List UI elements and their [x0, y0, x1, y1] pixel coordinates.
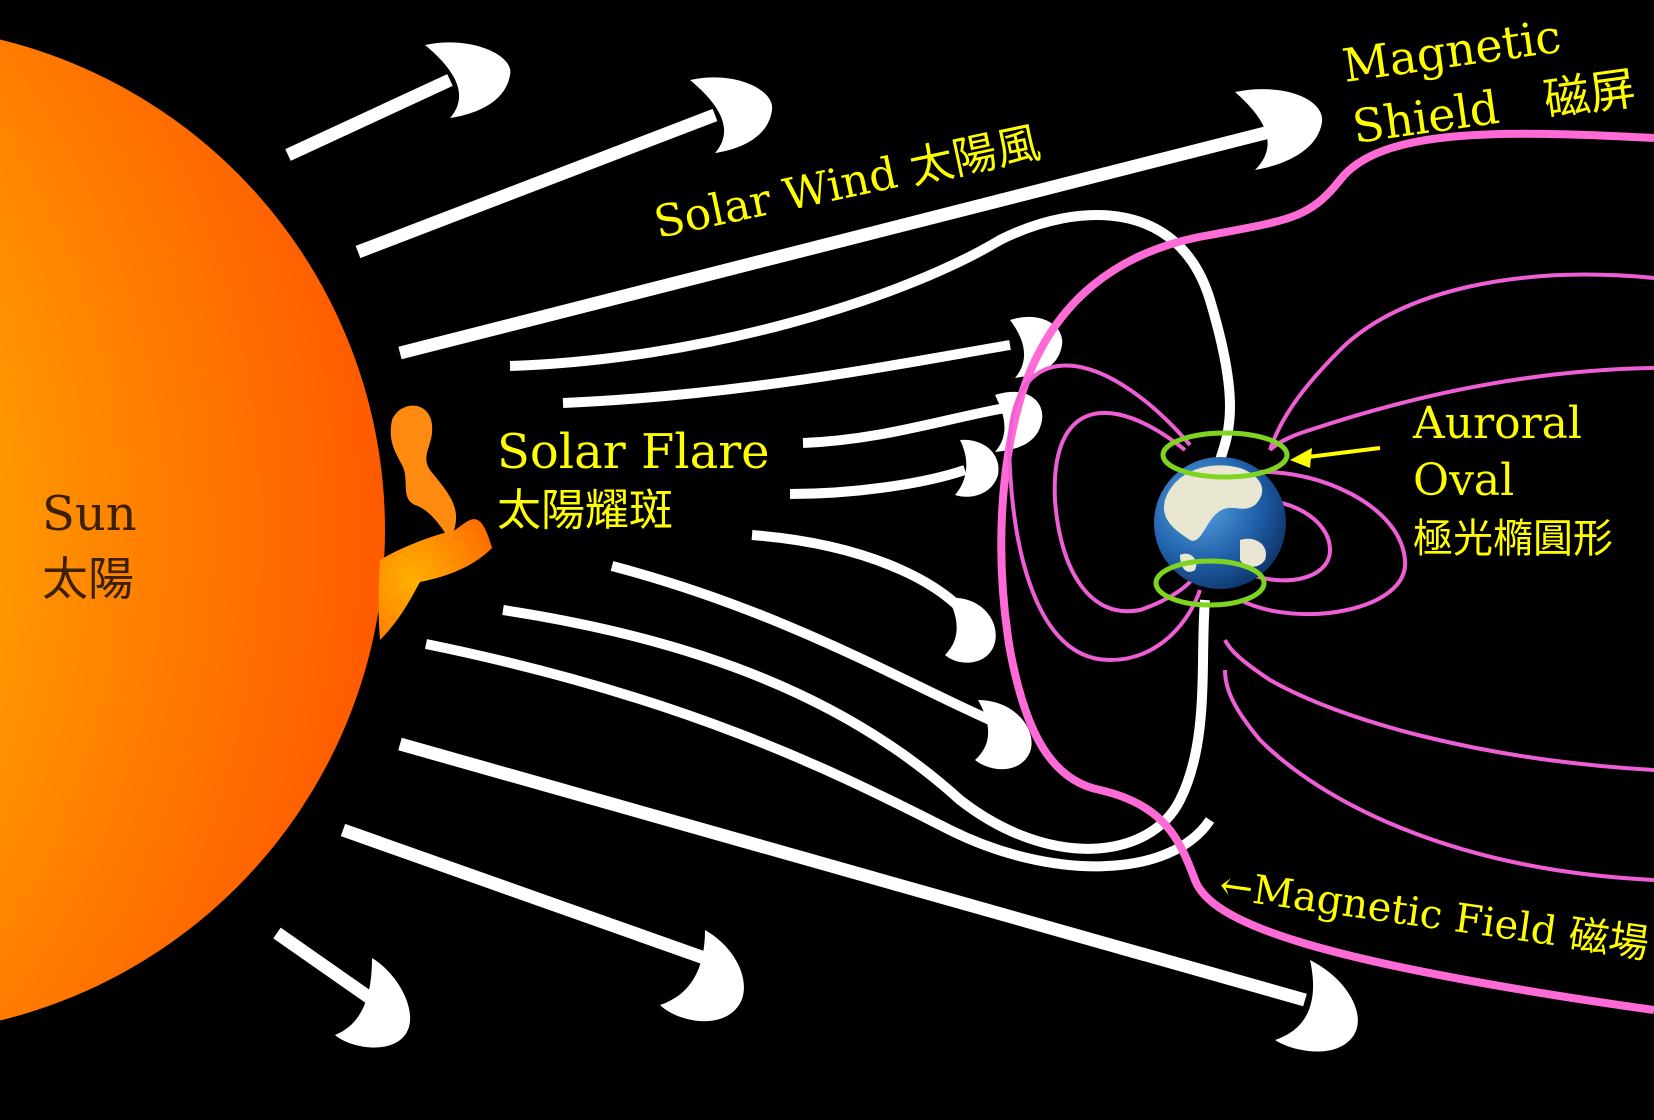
solar-flare: [378, 519, 492, 640]
auroral-ovals: [1153, 430, 1290, 608]
sun-label-zh: 太陽: [42, 552, 134, 606]
auroral-pointer: [1290, 446, 1381, 468]
solar-wind-label: Solar Wind 太陽風: [650, 117, 1045, 249]
earth: [1154, 457, 1286, 589]
magnetic-field-label: ←Magnetic Field 磁場: [1217, 862, 1652, 968]
sun-label-en: Sun: [42, 486, 137, 542]
solar-flare-label-zh: 太陽耀斑: [497, 485, 673, 536]
auroral-oval-label-3: 極光橢圓形: [1413, 516, 1613, 562]
solar-flare-loop: [390, 405, 457, 540]
auroral-oval-label-1: Auroral: [1412, 398, 1582, 449]
solar-flare-label-en: Solar Flare: [497, 424, 770, 480]
deflected-wind-streams: [424, 210, 1235, 872]
magnetic-shield: [997, 129, 1654, 1014]
sun-disc: [0, 39, 385, 1021]
magnetosphere-field-lines: [1007, 272, 1654, 882]
solar-wind-arrows: [273, 42, 1358, 1052]
auroral-oval-label-2: Oval: [1413, 455, 1514, 506]
